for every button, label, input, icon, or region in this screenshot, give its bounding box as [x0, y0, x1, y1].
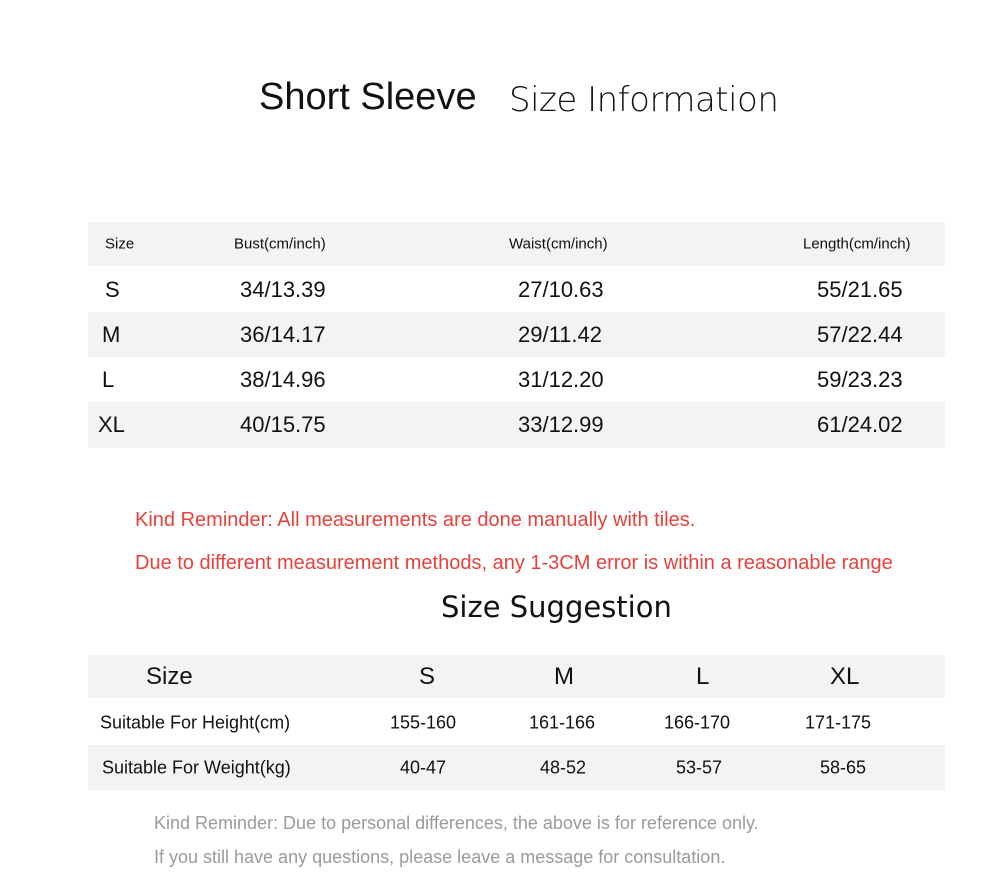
reminder-error-range: Due to different measurement methods, an… — [135, 552, 893, 574]
header-size: Size — [105, 235, 135, 253]
title-size-information: Size Information — [509, 80, 779, 120]
table-row: L 38/14.96 31/12.20 59/23.23 — [88, 357, 945, 402]
waist-cell: 27/10.63 — [518, 277, 604, 302]
table-header: Size S M L XL — [88, 655, 945, 698]
table-header: Size Bust(cm/inch) Waist(cm/inch) Length… — [88, 222, 945, 266]
bust-cell: 40/15.75 — [240, 412, 326, 437]
value-cell: 155-160 — [390, 712, 457, 732]
value-cell: 53-57 — [676, 757, 723, 777]
value-cell: 58-65 — [820, 757, 867, 777]
bust-cell: 36/14.17 — [240, 321, 326, 347]
footer-note-consultation: If you still have any questions, please … — [154, 847, 726, 867]
table-row: XL 40/15.75 33/12.99 61/24.02 — [88, 402, 945, 448]
value-cell: 48-52 — [540, 757, 587, 777]
waist-cell: 31/12.20 — [518, 366, 604, 392]
footer-note-reference: Kind Reminder: Due to personal differenc… — [154, 813, 759, 833]
table-row: S 34/13.39 27/10.63 55/21.65 — [88, 268, 945, 312]
value-cell: 166-170 — [664, 712, 731, 732]
row-label: Suitable For Weight(kg) — [102, 757, 291, 777]
header-length: Length(cm/inch) — [803, 235, 911, 253]
header-size: Size — [146, 662, 193, 690]
size-cell: M — [102, 321, 121, 347]
value-cell: 161-166 — [529, 712, 596, 732]
header-l: L — [696, 662, 710, 690]
size-suggestion-title: Size Suggestion — [441, 590, 672, 624]
value-cell: 171-175 — [805, 712, 872, 732]
length-cell: 55/21.65 — [817, 277, 903, 302]
value-cell: 40-47 — [400, 757, 447, 777]
header-s: S — [419, 662, 436, 690]
row-label: Suitable For Height(cm) — [100, 712, 291, 732]
title-short-sleeve: Short Sleeve — [259, 76, 477, 118]
header-bust: Bust(cm/inch) — [234, 235, 326, 253]
waist-cell: 29/11.42 — [518, 321, 603, 347]
length-cell: 57/22.44 — [817, 321, 903, 347]
length-cell: 61/24.02 — [817, 412, 903, 437]
length-cell: 59/23.23 — [817, 366, 903, 392]
table-row: Suitable For Weight(kg) 40-47 48-52 53-5… — [88, 745, 945, 790]
size-cell: L — [102, 366, 115, 392]
size-cell: XL — [98, 412, 125, 437]
header-m: M — [554, 662, 574, 690]
table-row: Suitable For Height(cm) 155-160 161-166 … — [88, 700, 945, 745]
table-row: M 36/14.17 29/11.42 57/22.44 — [88, 312, 945, 357]
reminder-measurement: Kind Reminder: All measurements are done… — [135, 509, 696, 531]
header-waist: Waist(cm/inch) — [509, 235, 608, 253]
bust-cell: 34/13.39 — [240, 277, 326, 302]
waist-cell: 33/12.99 — [518, 412, 604, 437]
header-xl: XL — [830, 662, 860, 690]
bust-cell: 38/14.96 — [240, 366, 326, 392]
size-cell: S — [105, 277, 120, 302]
